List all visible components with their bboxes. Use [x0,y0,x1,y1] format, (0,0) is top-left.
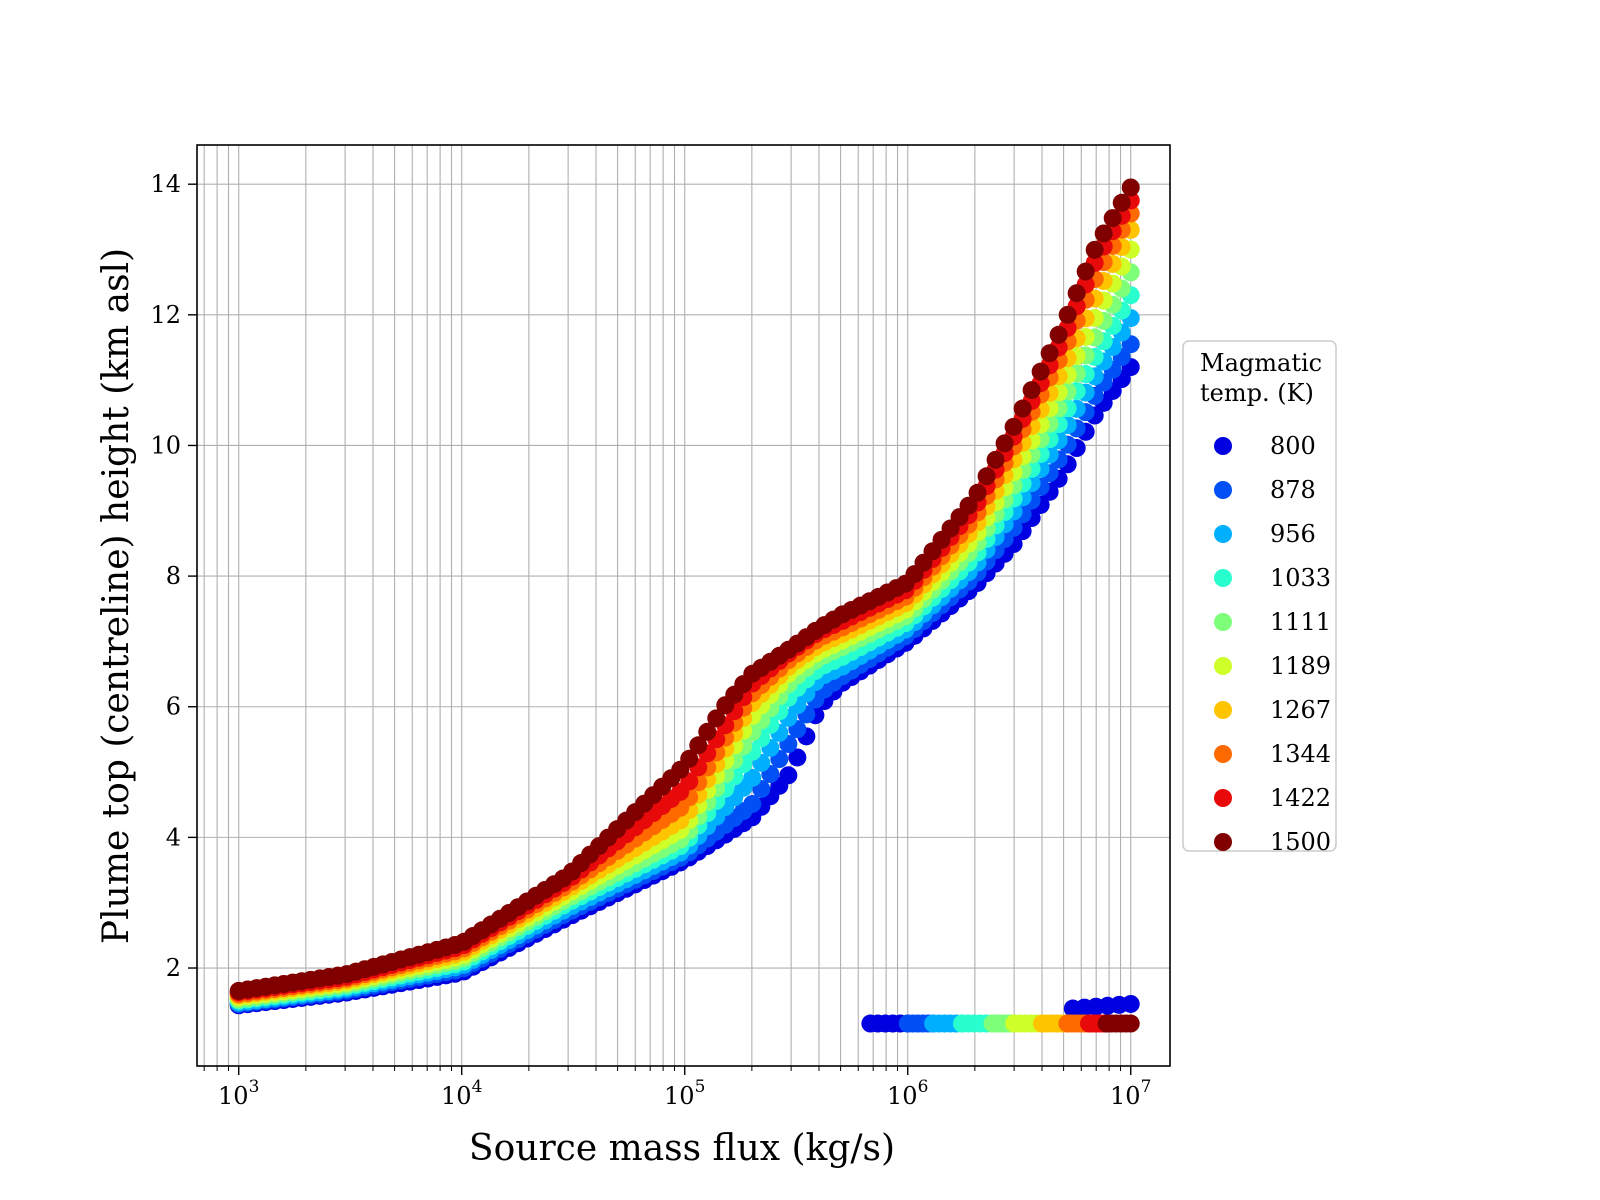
data-point [995,434,1014,453]
data-point [1121,178,1140,197]
legend-marker [1214,437,1232,455]
data-point [689,736,708,755]
data-point [1085,240,1104,259]
x-tick-label: 107 [1110,1077,1151,1110]
legend-label: 1111 [1270,608,1331,636]
y-axis-label: Plume top (centreline) height (km asl) [96,248,137,944]
data-point [1076,262,1095,281]
legend-label: 956 [1270,520,1316,548]
x-tick-label: 105 [664,1077,705,1110]
x-tick-label: 103 [218,1077,259,1110]
legend-marker [1214,613,1232,631]
y-tick-label: 8 [166,562,181,590]
data-point [1103,209,1122,228]
legend-label: 878 [1270,476,1316,504]
data-point [1058,305,1077,324]
legend-label: 1033 [1270,564,1331,592]
data-point [698,722,717,741]
low-band-points [861,1014,1140,1033]
data-point [1121,1014,1140,1033]
data-point [707,709,726,728]
x-axis-label: Source mass flux (kg/s) [469,1128,895,1169]
x-tick-label: 104 [441,1077,482,1110]
data-point [977,467,996,486]
plot-frame [196,144,1171,1067]
legend-title-line2: temp. (K) [1200,379,1314,407]
y-tick-label: 6 [166,693,181,721]
data-point [1031,362,1050,381]
legend-label: 1422 [1270,784,1331,812]
data-point [1112,193,1131,212]
data-point [1022,381,1041,400]
data-point [1049,325,1068,344]
y-tick-label: 2 [166,954,181,982]
data-point [1094,224,1113,243]
scatter-points [229,178,1140,1033]
data-point [968,483,987,502]
legend-label: 1344 [1270,740,1331,768]
legend-marker [1214,789,1232,807]
data-point [1121,994,1140,1013]
legend-label: 1189 [1270,652,1331,680]
data-point [743,794,762,813]
data-point [1013,399,1032,418]
legend-marker [1214,525,1232,543]
data-point [1040,344,1059,363]
legend-label: 1267 [1270,696,1331,724]
legend-marker [1214,701,1232,719]
legend: Magmatic temp. (K) 800 878 956 1033 1111 1189… [1182,340,1337,856]
legend-marker [1214,833,1232,851]
data-point [788,748,807,767]
legend-box [1182,340,1337,852]
y-tick-label: 14 [150,170,181,198]
series-1500 [229,178,1140,1000]
data-point [986,450,1005,469]
legend-items: 800 878 956 1033 1111 1189 1267 1344 1422 1500 [1214,432,1331,856]
data-point [1067,284,1086,303]
data-point [743,768,762,787]
legend-title-line1: Magmatic [1200,349,1322,377]
y-tick-label: 10 [150,431,181,459]
legend-marker [1214,657,1232,675]
axis-ticks: 103 104 105 106 107 2 4 6 8 10 12 14 [150,170,1151,1110]
legend-marker [1214,481,1232,499]
legend-marker [1214,569,1232,587]
legend-label: 1500 [1270,828,1331,856]
data-point [779,766,798,785]
y-tick-label: 4 [166,823,181,851]
legend-label: 800 [1270,432,1316,460]
x-tick-label: 106 [887,1077,928,1110]
data-point [680,749,699,768]
data-point [959,496,978,515]
data-point [1004,417,1023,436]
y-tick-label: 12 [150,301,181,329]
legend-marker [1214,745,1232,763]
